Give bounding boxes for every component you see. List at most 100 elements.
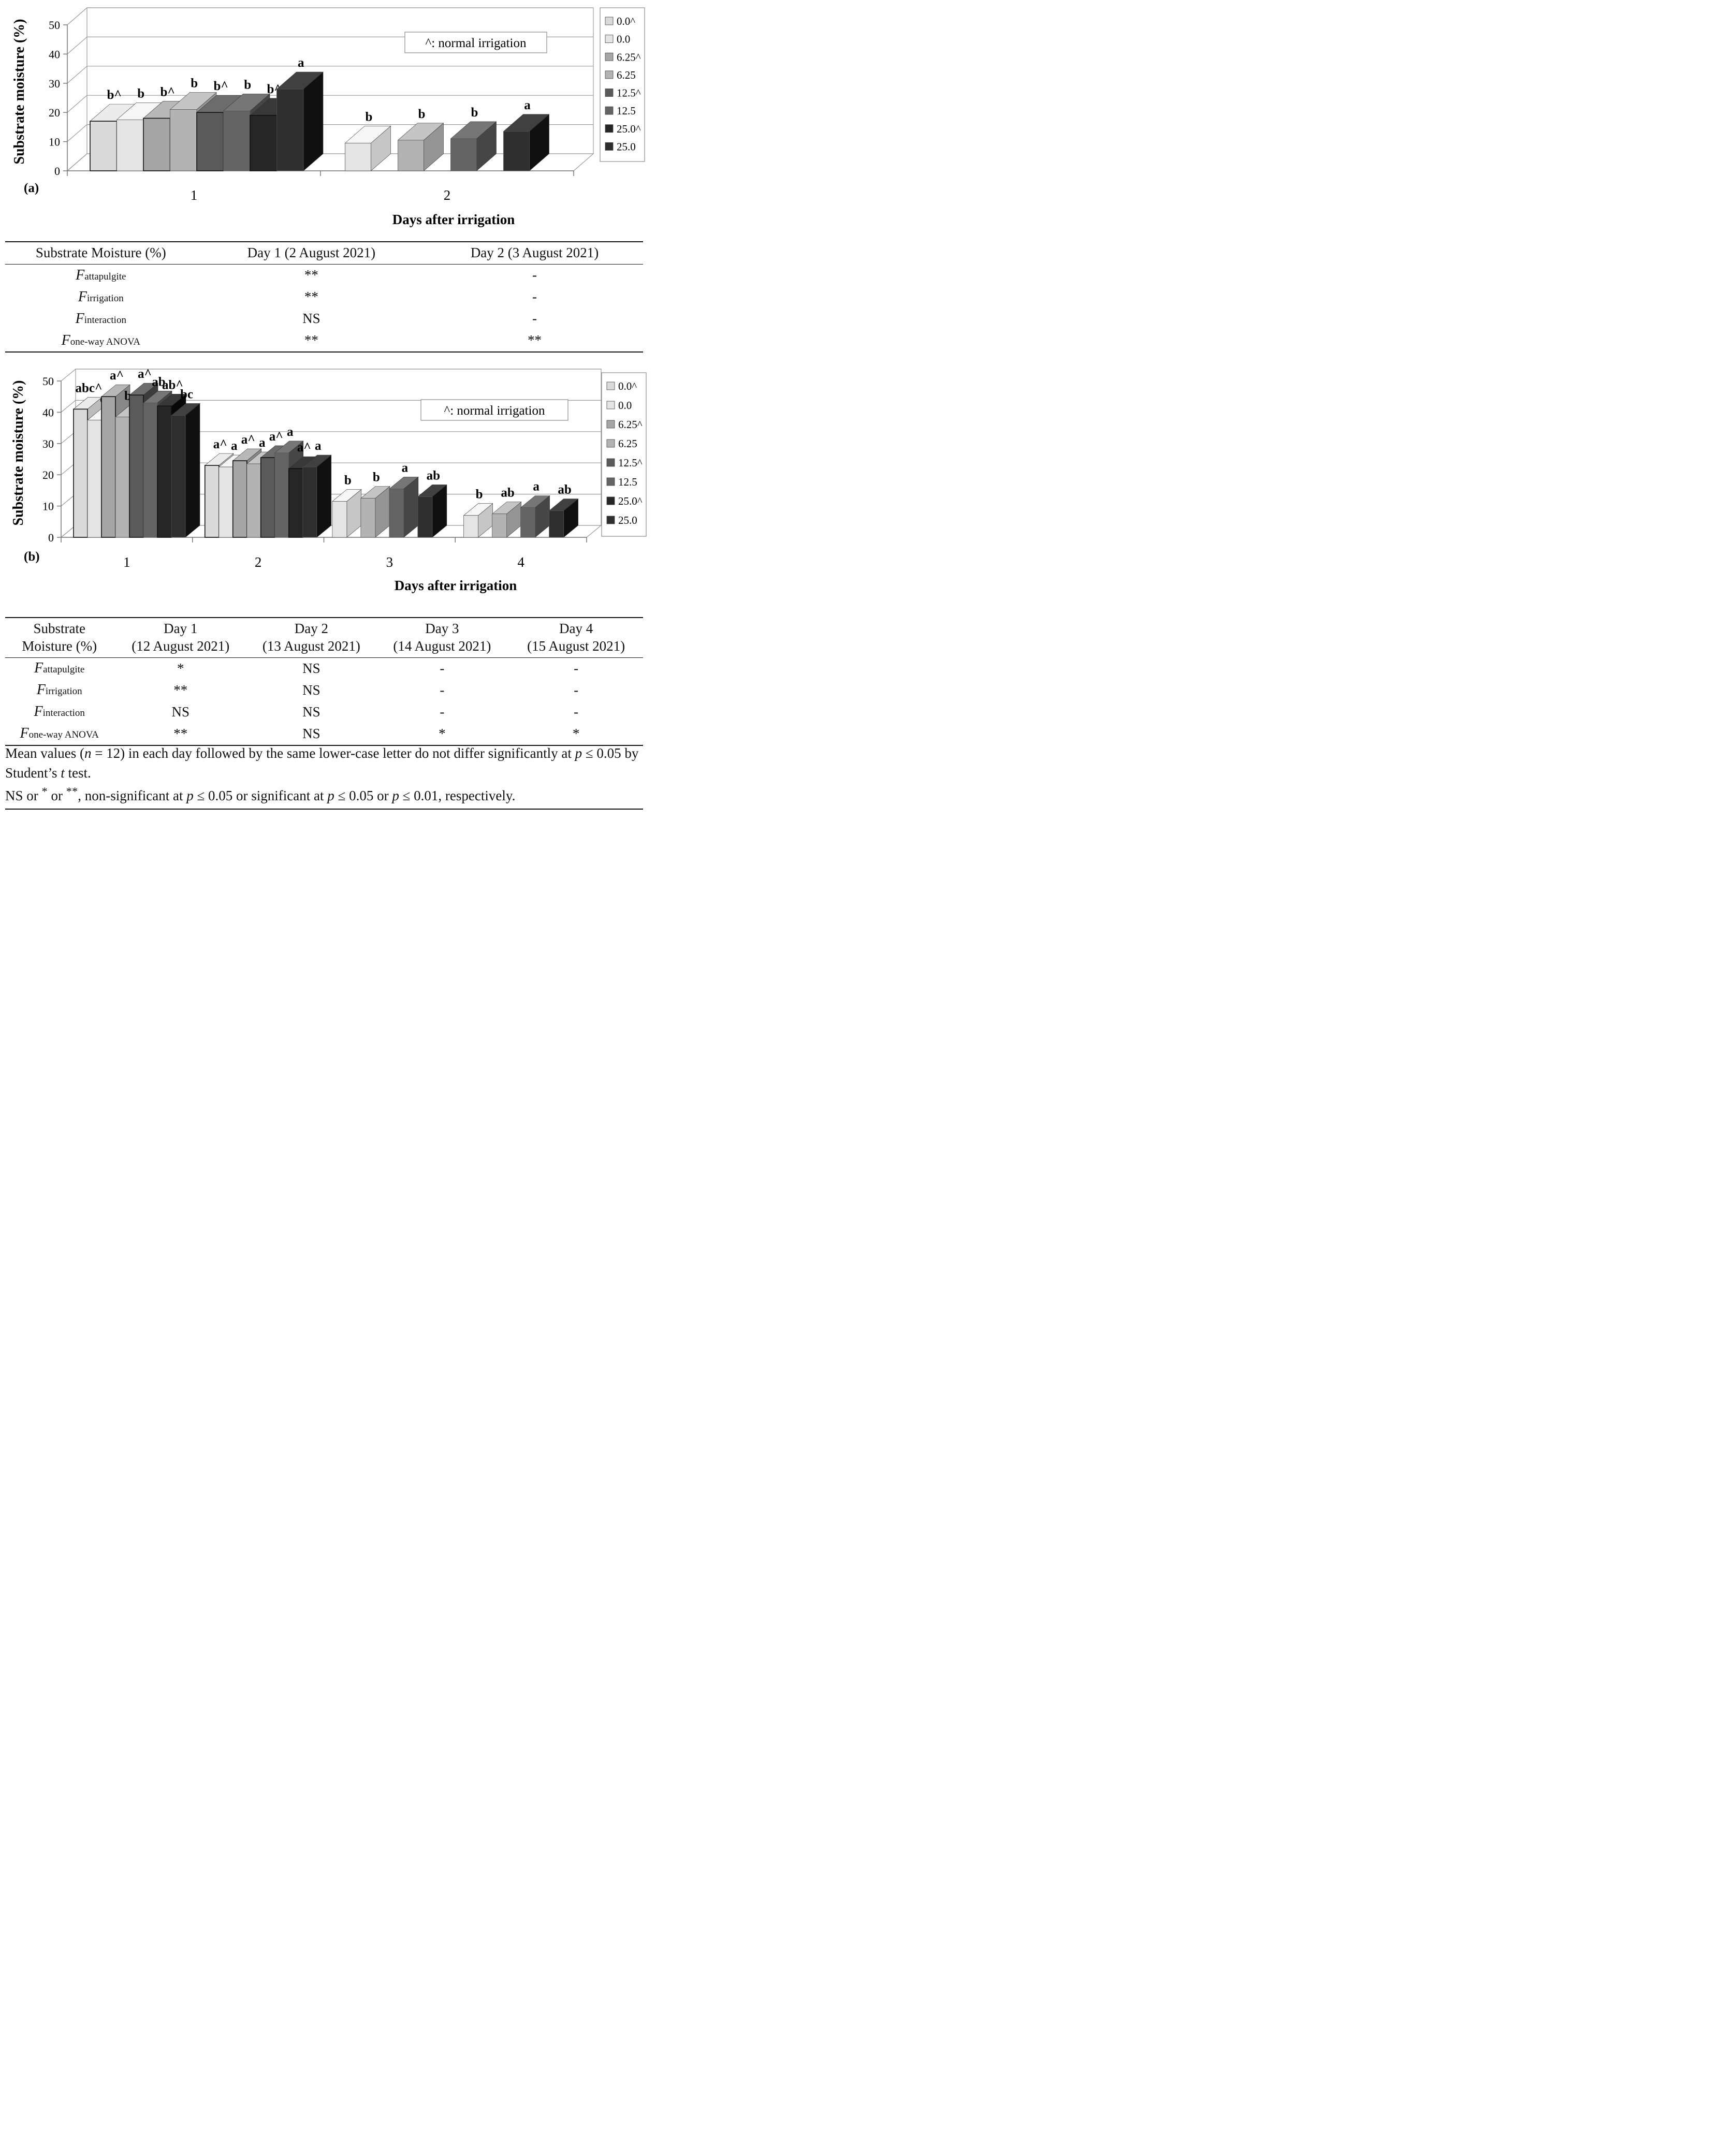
legend-label: 0.0 — [618, 399, 632, 412]
legend — [601, 372, 647, 537]
y-tick-label: 30 — [49, 77, 60, 90]
legend-swatch — [606, 496, 615, 505]
legend-swatch — [605, 52, 614, 61]
table-cell: NS — [302, 726, 320, 742]
table-cell: ** — [528, 332, 542, 348]
data-label: b — [471, 106, 478, 120]
legend-label: 25.0 — [618, 514, 637, 526]
data-label: b — [373, 471, 380, 485]
footnote-significance: NS or * or **, non-significant at p ≤ 0.… — [5, 783, 643, 810]
y-tick-label: 0 — [48, 531, 54, 544]
bar — [397, 123, 444, 171]
data-label: a^ — [241, 433, 255, 447]
chart-side-edge — [67, 153, 88, 171]
data-label: a — [231, 439, 238, 453]
legend-label: 25.0 — [617, 140, 636, 153]
data-label: ab^ — [162, 378, 183, 392]
table-a-header-1: Day 1 (2 August 2021) — [247, 245, 376, 260]
table-cell: NS — [171, 704, 190, 720]
data-label: a — [524, 98, 531, 112]
legend-swatch — [606, 401, 615, 409]
data-label: ab — [558, 483, 571, 497]
bar — [463, 503, 493, 538]
table-cell: NS — [302, 704, 320, 720]
legend-swatch — [605, 124, 614, 133]
table-cell: - — [532, 267, 537, 283]
x-axis-title: Days after irrigation — [392, 212, 515, 227]
row-label: Fone-way ANOVA — [61, 332, 140, 348]
table-cell: - — [574, 661, 579, 677]
stats-table-b: Substrate Moisture (%) Day 1 (12 August 20… — [5, 617, 643, 746]
bar — [276, 71, 324, 171]
footnotes: Mean values (n = 12) in each day followe… — [5, 743, 643, 810]
y-tick-label: 10 — [42, 500, 54, 513]
legend-label: 0.0^ — [618, 380, 637, 392]
table-cell: ** — [304, 332, 318, 348]
table-row: Firrigation ** NS - - — [5, 680, 643, 701]
data-label: b — [244, 78, 251, 92]
legend-swatch — [605, 106, 614, 115]
bar — [332, 489, 362, 538]
y-tick-label: 50 — [49, 19, 60, 32]
legend-swatch — [606, 439, 615, 448]
table-cell: - — [440, 682, 445, 698]
data-label: b — [366, 110, 373, 124]
legend-label: 6.25 — [617, 69, 636, 81]
legend-label: 6.25^ — [617, 51, 641, 63]
bar — [503, 114, 550, 171]
legend-swatch — [606, 477, 615, 486]
annotation-box — [420, 399, 568, 421]
table-row: Finteraction NS NS - - — [5, 701, 643, 723]
legend-swatch — [606, 458, 615, 467]
table-row: Finteraction NS - — [5, 308, 643, 330]
legend-label: 12.5 — [618, 476, 637, 488]
data-label: a — [259, 436, 266, 450]
row-label: Fone-way ANOVA — [20, 725, 99, 742]
data-label: a^ — [297, 441, 311, 454]
data-label: abc^ — [75, 381, 102, 395]
row-label: Finteraction — [34, 703, 85, 720]
x-category-label: 2 — [444, 187, 451, 203]
bar — [548, 498, 579, 538]
y-tick-label: 40 — [49, 48, 60, 61]
table-cell: - — [574, 682, 579, 698]
table-row: Firrigation ** - — [5, 286, 643, 308]
gridline-side — [67, 7, 88, 25]
legend-swatch — [605, 35, 614, 43]
table-b-header-2: Day 2 (13 August 2021) — [262, 621, 360, 654]
legend-swatch — [606, 516, 615, 524]
data-label: bc — [180, 387, 193, 401]
legend-swatch — [605, 17, 614, 25]
table-cell: - — [574, 704, 579, 720]
table-cell: - — [532, 311, 537, 327]
legend-swatch — [605, 89, 614, 97]
data-label: b — [418, 107, 426, 121]
y-tick-label: 10 — [49, 136, 60, 149]
data-label: a — [402, 461, 409, 475]
table-cell: NS — [302, 661, 320, 677]
x-category-label: 3 — [386, 554, 393, 570]
x-axis-title: Days after irrigation — [395, 578, 517, 593]
bar — [450, 121, 497, 171]
x-category-label: 2 — [255, 554, 262, 570]
table-cell: * — [572, 726, 580, 742]
annotation-text: ^: normal irrigation — [444, 404, 545, 418]
data-label: a — [315, 439, 322, 453]
gridline-side — [61, 369, 76, 382]
table-cell: ** — [304, 289, 318, 305]
legend-label: 0.0 — [617, 33, 630, 46]
table-cell: ** — [173, 726, 188, 742]
table-cell: * — [439, 726, 446, 742]
legend-label: 0.0^ — [617, 15, 635, 27]
gridline-side — [61, 400, 76, 413]
table-row: Fone-way ANOVA ** ** — [5, 330, 643, 352]
table-cell: NS — [302, 311, 320, 327]
table-header-row: Substrate Moisture (%) Day 1 (2 August 2… — [5, 242, 643, 265]
table-row: Fone-way ANOVA ** NS * * — [5, 723, 643, 745]
table-a-header-0: Substrate Moisture (%) — [35, 245, 166, 260]
bar — [389, 476, 419, 538]
data-label: a^ — [110, 369, 124, 383]
gridline-side — [67, 66, 88, 84]
y-axis-title: Substrate moisture (%) — [11, 19, 27, 164]
